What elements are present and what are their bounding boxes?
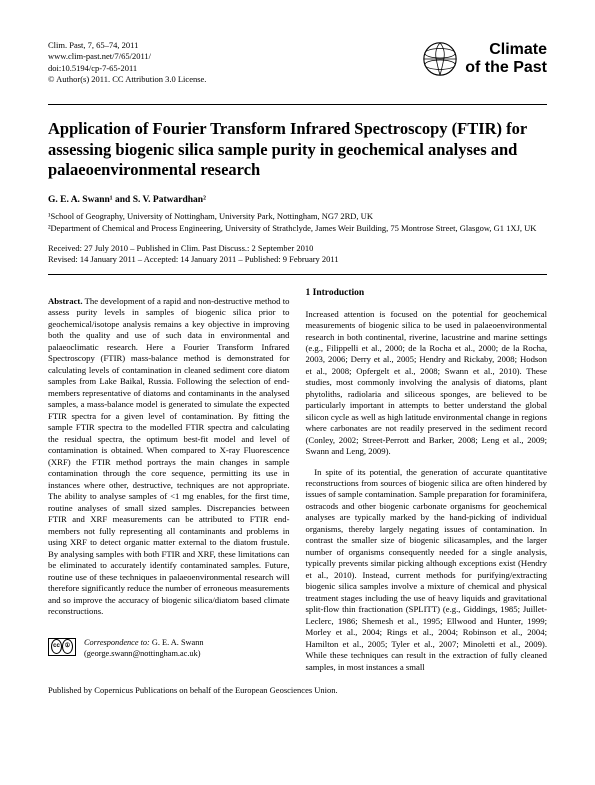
journal-branding: Climate of the Past [421, 40, 547, 78]
correspondence-block: cc ① Correspondence to: G. E. A. Swann (… [48, 638, 290, 660]
right-column: 1 Introduction Increased attention is fo… [306, 287, 548, 673]
metadata-divider [48, 274, 547, 275]
journal-logo-icon [421, 40, 459, 78]
dates-line1: Received: 27 July 2010 – Published in Cl… [48, 243, 547, 255]
correspondence-name: G. E. A. Swann [150, 638, 204, 647]
cc-license-icon: cc ① [48, 638, 76, 656]
abstract-label: Abstract. [48, 296, 83, 306]
section-1-heading: 1 Introduction [306, 287, 548, 300]
abstract-paragraph: Abstract. The development of a rapid and… [48, 296, 290, 618]
by-symbol: ① [62, 639, 73, 654]
journal-name-line1: Climate [465, 41, 547, 59]
journal-name: Climate of the Past [465, 41, 547, 76]
doi-line: doi:10.5194/cp-7-65-2011 [48, 63, 206, 74]
intro-paragraph-2: In spite of its potential, the generatio… [306, 467, 548, 674]
page-footer: Published by Copernicus Publications on … [48, 685, 547, 695]
header-meta: Clim. Past, 7, 65–74, 2011 www.clim-past… [48, 40, 206, 86]
dates-line2: Revised: 14 January 2011 – Accepted: 14 … [48, 254, 547, 266]
copyright-line: © Author(s) 2011. CC Attribution 3.0 Lic… [48, 74, 206, 85]
article-title: Application of Fourier Transform Infrare… [48, 119, 547, 181]
affiliations-block: ¹School of Geography, University of Nott… [48, 211, 547, 235]
left-column: Abstract. The development of a rapid and… [48, 287, 290, 673]
citation-line: Clim. Past, 7, 65–74, 2011 [48, 40, 206, 51]
header-divider [48, 104, 547, 105]
url-line: www.clim-past.net/7/65/2011/ [48, 51, 206, 62]
page-header: Clim. Past, 7, 65–74, 2011 www.clim-past… [48, 40, 547, 86]
article-authors: G. E. A. Swann¹ and S. V. Patwardhan² [48, 195, 547, 205]
affiliation-2: ²Department of Chemical and Process Engi… [48, 223, 547, 235]
page-container: Clim. Past, 7, 65–74, 2011 www.clim-past… [0, 0, 595, 725]
body-columns: Abstract. The development of a rapid and… [48, 287, 547, 673]
correspondence-label: Correspondence to: [84, 638, 150, 647]
correspondence-text: Correspondence to: G. E. A. Swann (georg… [84, 638, 204, 660]
journal-name-line2: of the Past [465, 59, 547, 77]
cc-symbol: cc [51, 639, 62, 654]
dates-block: Received: 27 July 2010 – Published in Cl… [48, 243, 547, 267]
abstract-text: The development of a rapid and non-destr… [48, 296, 290, 616]
intro-paragraph-1: Increased attention is focused on the po… [306, 309, 548, 458]
affiliation-1: ¹School of Geography, University of Nott… [48, 211, 547, 223]
correspondence-email: (george.swann@nottingham.ac.uk) [84, 649, 200, 658]
